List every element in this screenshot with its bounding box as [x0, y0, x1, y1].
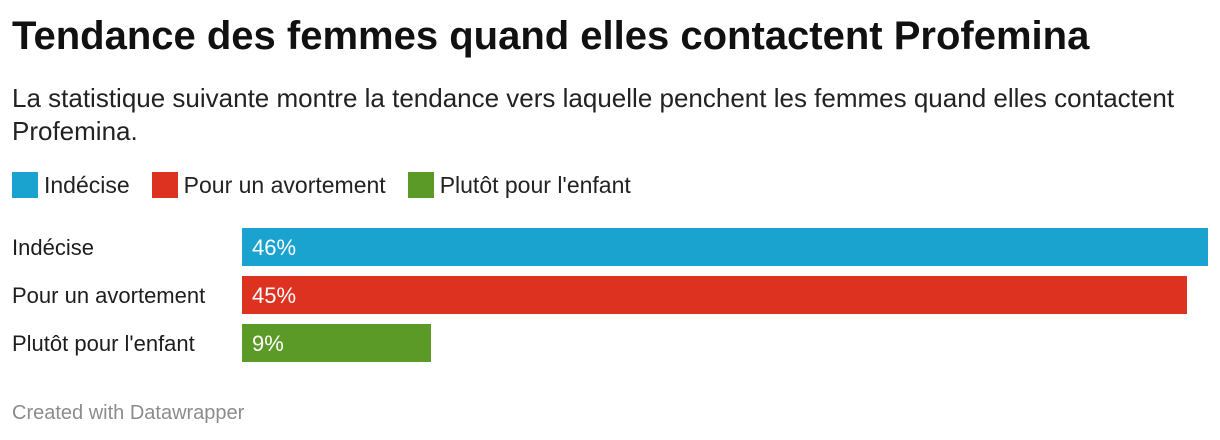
legend-item-enfant: Plutôt pour l'enfant — [407, 171, 631, 199]
legend-swatch-enfant — [407, 172, 434, 198]
category-label-avortement: Pour un avortement — [12, 283, 205, 308]
legend-label-avortement: Pour un avortement — [183, 171, 386, 198]
value-label-enfant: 9% — [252, 331, 284, 356]
legend-item-indecise: Indécise — [12, 172, 130, 199]
legend-label-enfant: Plutôt pour l'enfant — [439, 171, 631, 198]
legend-swatch-indecise — [12, 172, 38, 198]
value-label-avortement: 45% — [252, 283, 296, 308]
legend-label-indecise: Indécise — [44, 171, 130, 198]
legend-item-avortement: Pour un avortement — [151, 171, 386, 199]
datawrapper-credit: Created with Datawrapper — [12, 402, 245, 424]
value-label-indecise: 46% — [252, 235, 296, 260]
legend-swatch-avortement — [151, 172, 178, 198]
category-label-indecise: Indécise — [12, 235, 94, 260]
bar-avortement — [242, 276, 1187, 314]
chart-title: Tendance des femmes quand elles contacte… — [12, 14, 1090, 58]
chart-subtitle: La statistique suivante montre la tendan… — [12, 83, 1175, 146]
bar-enfant — [242, 324, 431, 362]
category-label-enfant: Plutôt pour l'enfant — [12, 331, 195, 356]
bar-chart: Indécise 46% Pour un avortement 45% Plutôt p… — [12, 228, 1208, 362]
bar-indecise — [242, 228, 1208, 266]
legend: Indécise Pour un avortement Plutôt pour … — [12, 170, 653, 200]
